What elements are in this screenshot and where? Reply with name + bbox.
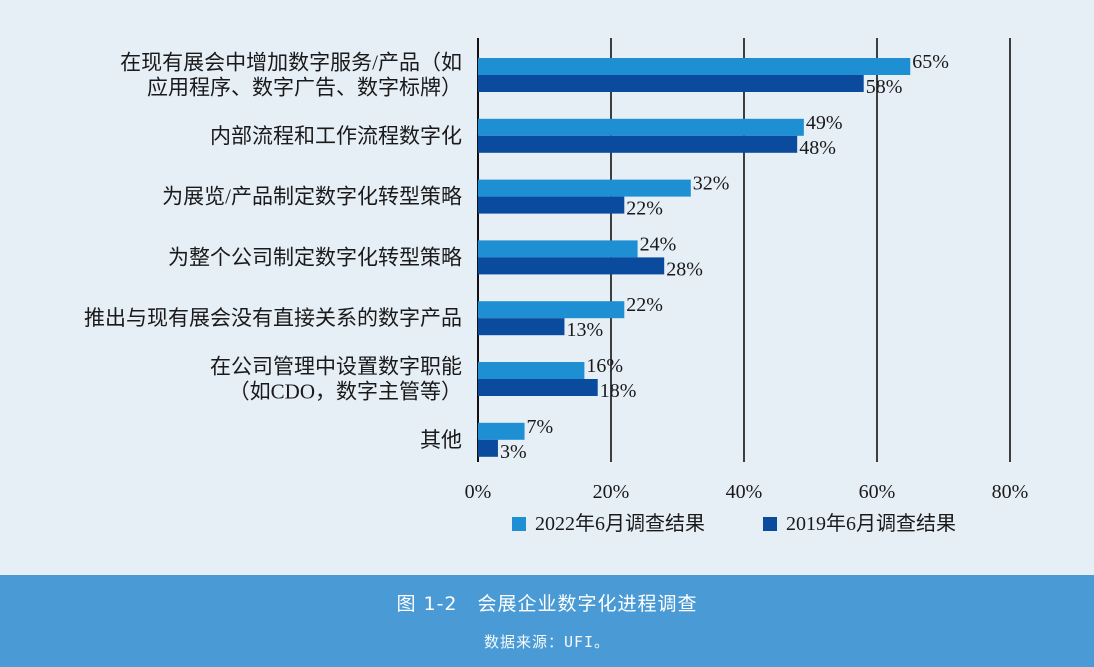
- category-label: 其他: [420, 428, 462, 452]
- bar: [478, 301, 625, 319]
- category-label: 在现有展会中增加数字服务/产品（如: [120, 51, 462, 75]
- bar: [478, 135, 798, 153]
- data-label: 7%: [527, 416, 554, 438]
- bar: [478, 362, 585, 379]
- legend-label: 2019年6月调查结果: [786, 512, 956, 535]
- data-label: 16%: [586, 355, 623, 377]
- data-label: 65%: [912, 51, 949, 73]
- data-label: 48%: [799, 137, 836, 159]
- bar: [478, 439, 498, 457]
- bar: [478, 422, 525, 440]
- legend-swatch: [763, 517, 777, 531]
- category-label: 为整个公司制定数字化转型策略: [168, 245, 462, 269]
- bar: [478, 75, 864, 92]
- bar: [478, 318, 565, 336]
- data-label: 13%: [566, 319, 603, 341]
- data-label: 28%: [666, 258, 703, 280]
- x-tick-label: 20%: [593, 481, 630, 503]
- bar: [478, 257, 665, 275]
- legend-label: 2022年6月调查结果: [535, 512, 705, 535]
- bar: [478, 240, 638, 258]
- category-label: 为展览/产品制定数字化转型策略: [162, 185, 462, 209]
- category-label: 应用程序、数字广告、数字标牌）: [147, 76, 462, 100]
- x-tick-label: 0%: [465, 481, 492, 503]
- data-label: 18%: [600, 380, 637, 402]
- data-label: 22%: [626, 294, 663, 316]
- data-label: 3%: [500, 441, 527, 463]
- category-label: 推出与现有展会没有直接关系的数字产品: [84, 306, 462, 330]
- category-label: 内部流程和工作流程数字化: [210, 124, 462, 148]
- bar: [478, 58, 911, 75]
- category-label: 在公司管理中设置数字职能: [210, 355, 462, 379]
- data-label: 22%: [626, 198, 663, 220]
- bar: [478, 179, 691, 197]
- figure-caption-title: 图 1-2 会展企业数字化进程调查: [396, 593, 698, 615]
- x-tick-label: 60%: [859, 481, 896, 503]
- data-label: 58%: [866, 76, 903, 98]
- bar: [478, 379, 598, 396]
- bar: [478, 118, 804, 136]
- data-label: 49%: [806, 112, 843, 134]
- figure-caption-source: 数据来源：UFI。: [483, 633, 611, 651]
- data-label: 32%: [693, 173, 730, 195]
- caption-bar: 图 1-2 会展企业数字化进程调查 数据来源：UFI。: [0, 575, 1094, 667]
- data-label: 24%: [640, 233, 677, 255]
- x-tick-label: 40%: [726, 481, 763, 503]
- bar-chart: 0% 20% 40% 60% 80% 在现有展会中增加数字服务/产品（如应用程序、数字广告…: [84, 38, 1029, 535]
- category-label: （如CDO，数字主管等）: [229, 380, 462, 404]
- x-tick-label: 80%: [992, 481, 1029, 503]
- bar: [478, 196, 625, 214]
- legend-swatch: [512, 517, 526, 531]
- chart-panel: 0% 20% 40% 60% 80% 在现有展会中增加数字服务/产品（如 应用程序、数字广告…: [84, 38, 1029, 535]
